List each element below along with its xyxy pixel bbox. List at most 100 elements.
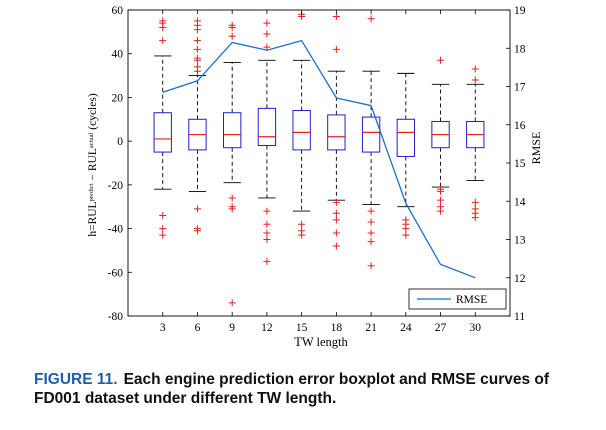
- outlier-marker: [332, 242, 340, 250]
- outlier-marker: [437, 56, 445, 64]
- outlier-marker: [228, 194, 236, 202]
- box-group-15: [292, 10, 311, 239]
- outlier-marker: [471, 214, 479, 222]
- box-group-3: [153, 17, 172, 239]
- figure-caption-text: Each engine prediction error boxplot and…: [34, 371, 550, 407]
- outlier-marker: [332, 45, 340, 53]
- outlier-marker: [367, 207, 375, 215]
- outlier-marker: [193, 37, 201, 45]
- y-left-tick-label: 20: [112, 92, 124, 104]
- x-tick-label: 24: [400, 322, 412, 334]
- y-axis-right-label: RMSE: [529, 132, 543, 165]
- outlier-marker: [437, 196, 445, 204]
- box-iqr: [223, 112, 242, 149]
- plot-area-frame: [127, 9, 511, 317]
- y-right-tick-label: 12: [514, 273, 526, 285]
- outlier-marker: [159, 17, 167, 25]
- x-tick-label: 12: [261, 322, 273, 334]
- x-tick-label: 30: [470, 322, 482, 334]
- y-left-tick-label: 40: [112, 49, 124, 61]
- box-iqr: [361, 116, 381, 153]
- y-axis-left-label-tail: (cycles): [87, 93, 99, 132]
- outlier-marker: [193, 205, 201, 213]
- box-group-24: [396, 72, 415, 239]
- outlier-marker: [471, 65, 479, 73]
- y-right-tick-label: 14: [514, 196, 526, 208]
- outlier-marker: [402, 225, 410, 233]
- outlier-marker: [263, 30, 271, 38]
- box-group-18: [327, 13, 346, 250]
- box-iqr: [153, 112, 172, 153]
- outlier-marker: [159, 37, 167, 45]
- box-group-9: [223, 21, 242, 307]
- x-tick-label: 21: [365, 322, 377, 334]
- x-tick-label: 27: [435, 322, 447, 334]
- outlier-marker: [263, 43, 271, 51]
- outlier-marker: [332, 216, 340, 224]
- box-group-12: [257, 19, 277, 265]
- outlier-marker: [332, 13, 340, 21]
- x-axis-label: TW length: [294, 335, 348, 349]
- outlier-marker: [263, 207, 271, 215]
- outlier-marker: [193, 54, 201, 62]
- x-tick-label: 9: [229, 322, 235, 334]
- outlier-marker: [367, 15, 375, 23]
- boxplot-rmse-figure: -80 -60 -40 -20 0 20 40 60 11 12 13 14 15 16 17 18 19 3 6 9…: [87, 5, 543, 349]
- outlier-marker: [437, 207, 445, 215]
- y-right-tick-label: 17: [514, 82, 526, 94]
- outlier-marker: [263, 236, 271, 243]
- outlier-marker: [263, 220, 271, 228]
- outlier-marker: [263, 229, 271, 237]
- legend-rmse-label: RMSE: [456, 294, 487, 306]
- outlier-marker: [367, 238, 375, 246]
- box-group-6: [188, 17, 207, 235]
- x-tick-label: 18: [331, 322, 343, 334]
- outlier-marker: [228, 32, 236, 40]
- outlier-marker: [263, 257, 271, 265]
- y-right-tick-label: 19: [514, 5, 526, 17]
- box-group-30: [466, 65, 485, 222]
- outlier-marker: [471, 198, 479, 206]
- outlier-marker: [159, 211, 167, 219]
- outlier-marker: [367, 262, 375, 270]
- y-axis-left-label-main: h=RUL: [87, 201, 99, 236]
- x-tick-label: 3: [160, 322, 166, 334]
- outlier-marker: [228, 299, 236, 307]
- outlier-marker: [159, 231, 167, 239]
- chart-canvas: -80 -60 -40 -20 0 20 40 60 11 12 13 14 15 16 17 18 19 3 6 9…: [87, 5, 543, 349]
- y-right-tick-label: 15: [514, 158, 526, 170]
- y-left-tick-label: 0: [117, 136, 123, 148]
- y-axis-left-label: h=RULpredict − RULactual (cycles): [87, 93, 99, 237]
- outlier-marker: [437, 187, 445, 195]
- y-left-tick-label: -60: [108, 267, 124, 279]
- y-left-tick-label: -40: [108, 224, 124, 236]
- box-iqr: [396, 118, 415, 157]
- y-right-tick-label: 13: [514, 235, 526, 247]
- outlier-marker: [263, 19, 271, 27]
- outlier-marker: [228, 205, 236, 213]
- outlier-marker: [367, 218, 375, 226]
- x-tick-label: 6: [195, 322, 201, 334]
- y-axis-left-label-mid: − RUL: [87, 148, 99, 183]
- y-axis-left-label-sup2: actual: [88, 132, 95, 148]
- outlier-marker: [193, 63, 201, 71]
- y-left-tick-label: -80: [108, 311, 124, 323]
- box-iqr: [327, 114, 346, 151]
- outlier-marker: [298, 231, 306, 239]
- outlier-marker: [332, 209, 340, 217]
- y-right-tick-label: 16: [514, 120, 526, 132]
- outlier-marker: [367, 229, 375, 237]
- y-right-tick-label: 18: [514, 43, 526, 55]
- outlier-marker: [193, 227, 201, 235]
- figure-caption-label: FIGURE 11.: [34, 371, 118, 388]
- outlier-marker: [228, 21, 236, 29]
- outlier-marker: [193, 45, 201, 53]
- outlier-marker: [332, 229, 340, 237]
- y-left-tick-label: 60: [112, 5, 124, 17]
- figure-caption: FIGURE 11. Each engine prediction error b…: [34, 370, 594, 408]
- y-right-tick-label: 11: [514, 311, 525, 323]
- box-iqr: [257, 107, 277, 147]
- box-iqr: [292, 110, 311, 151]
- rmse-line: [162, 39, 476, 279]
- outlier-marker: [193, 17, 201, 25]
